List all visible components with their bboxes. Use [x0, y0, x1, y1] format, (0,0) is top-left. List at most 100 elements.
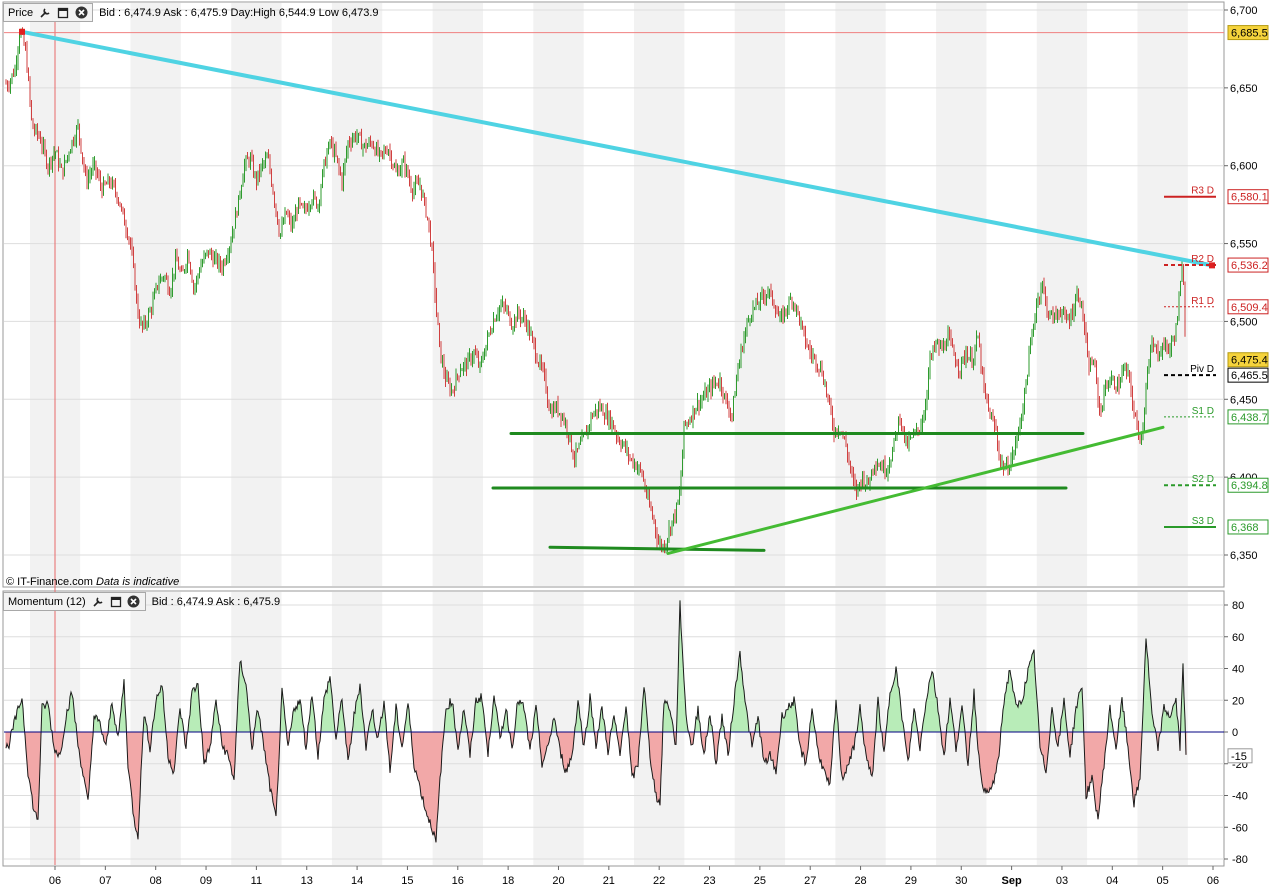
x-tick-label: 11 — [251, 875, 262, 887]
momentum-tick-label: 20 — [1232, 695, 1244, 707]
window-icon[interactable] — [109, 595, 123, 609]
high-level-value-box — [1227, 25, 1269, 41]
day-band — [432, 3, 483, 586]
x-tick-label: 06 — [1207, 875, 1219, 887]
price-tick-label: 6,500 — [1230, 316, 1258, 328]
x-tick-label: 23 — [703, 875, 715, 887]
day-band — [331, 3, 383, 586]
pivot-value: 6,394.8 — [1231, 480, 1268, 492]
price-tick-label: 6,650 — [1230, 83, 1258, 95]
price-tick-label: 6,600 — [1230, 161, 1258, 173]
pivot-value: 6,580.1 — [1231, 192, 1268, 204]
momentum-tick-label: -80 — [1232, 854, 1248, 866]
price-tick-label: 6,700 — [1230, 5, 1258, 17]
x-tick-label: 04 — [1106, 875, 1118, 887]
x-tick-label: 18 — [502, 875, 514, 887]
data-credit: © IT-Finance.com Data is indicative — [6, 576, 179, 588]
credit-note: Data is indicative — [96, 576, 180, 588]
x-tick-label: 03 — [1056, 875, 1068, 887]
price-panel-title: Price — [8, 6, 34, 19]
price-candles — [5, 27, 1186, 554]
pivot-value-box — [1227, 409, 1269, 425]
x-tick-label: 09 — [200, 875, 212, 887]
momentum-last-value: -15 — [1231, 751, 1247, 763]
close-icon[interactable] — [127, 595, 141, 609]
last-price-value: 6,475.4 — [1231, 355, 1268, 367]
price-quote: Bid : 6,474.9 Ask : 6,475.9 Day:High 6,5… — [99, 6, 379, 19]
pivot-label: Piv D — [1190, 364, 1214, 375]
pivot-value: 6,438.7 — [1231, 412, 1268, 424]
x-tick-label: 06 — [49, 875, 61, 887]
day-band — [231, 3, 282, 586]
momentum-line — [5, 600, 1187, 843]
pivot-value-box — [1227, 519, 1269, 535]
x-tick-label: Sep — [1002, 875, 1022, 887]
pivot-label: S2 D — [1192, 474, 1214, 485]
pivot-value: 6,509.4 — [1231, 302, 1268, 314]
momentum-tick-label: -40 — [1232, 791, 1248, 803]
pivot-value-box — [1227, 257, 1269, 273]
x-tick-label: 21 — [603, 875, 615, 887]
credit-text: © IT-Finance.com — [6, 576, 93, 588]
x-tick-label: 30 — [955, 875, 967, 887]
momentum-tick-label: -60 — [1232, 822, 1248, 834]
x-tick-label: 27 — [804, 875, 816, 887]
uptrend-support — [666, 425, 1165, 555]
pivot-label: S3 D — [1192, 516, 1214, 527]
last-price-value-box — [1227, 352, 1269, 368]
x-tick-label: 16 — [452, 875, 464, 887]
day-band — [533, 3, 584, 586]
high-level-value: 6,685.5 — [1231, 28, 1268, 40]
pivot-value-box — [1227, 189, 1269, 205]
momentum-tick-label: 80 — [1232, 600, 1244, 612]
pivot-value: 6,465.5 — [1231, 370, 1268, 382]
x-tick-label: 28 — [854, 875, 866, 887]
momentum-tick-label: 40 — [1232, 664, 1244, 676]
x-tick-label: 15 — [401, 875, 413, 887]
price-panel-tab[interactable]: Price — [3, 3, 94, 22]
trendline-anchor — [19, 28, 25, 35]
x-tick-label: 29 — [905, 875, 917, 887]
close-icon[interactable] — [74, 6, 88, 20]
momentum-quote: Bid : 6,474.9 Ask : 6,475.9 — [151, 595, 281, 608]
x-tick-label: 22 — [653, 875, 665, 887]
wrench-icon[interactable] — [91, 595, 105, 609]
momentum-panel-header: Momentum (12) Bid : 6,474.9 Ask : 6,475.… — [3, 592, 280, 611]
wrench-icon[interactable] — [38, 6, 52, 20]
momentum-panel-tab[interactable]: Momentum (12) — [3, 592, 146, 611]
day-band — [734, 3, 786, 586]
momentum-panel-title: Momentum (12) — [8, 595, 86, 608]
pivot-value: 6,368 — [1231, 522, 1259, 534]
x-tick-label: 05 — [1157, 875, 1169, 887]
momentum-tick-label: 0 — [1232, 727, 1238, 739]
window-icon[interactable] — [56, 6, 70, 20]
support-lower — [548, 545, 766, 552]
momentum-tick-label: 60 — [1232, 632, 1244, 644]
x-tick-label: 14 — [351, 875, 363, 887]
x-tick-label: 13 — [301, 875, 313, 887]
x-tick-label: 20 — [552, 875, 564, 887]
pivot-label: R2 D — [1191, 254, 1214, 265]
price-tick-label: 6,450 — [1230, 394, 1258, 406]
price-tick-label: 6,550 — [1230, 239, 1258, 251]
day-band — [936, 3, 987, 586]
pivot-label: R1 D — [1191, 296, 1214, 307]
pivot-value: 6,536.2 — [1231, 260, 1268, 272]
pivot-value-box — [1227, 367, 1269, 383]
x-tick-label: 07 — [99, 875, 111, 887]
day-band — [1036, 3, 1088, 586]
momentum-last-box — [1227, 748, 1253, 764]
x-tick-label: 25 — [754, 875, 766, 887]
pivot-label: R3 D — [1191, 186, 1214, 197]
momentum-series — [5, 600, 1187, 843]
pivot-value-box — [1227, 299, 1269, 315]
pivot-label: S1 D — [1192, 406, 1214, 417]
price-tick-label: 6,350 — [1230, 550, 1258, 562]
downtrend-resistance — [20, 29, 1214, 268]
price-panel-header: Price Bid : 6,474.9 Ask : 6,475.9 Day:Hi… — [3, 3, 379, 22]
trendline-anchor — [1209, 262, 1215, 269]
x-tick-label: 08 — [150, 875, 162, 887]
day-band — [634, 3, 685, 586]
pivot-value-box — [1227, 477, 1269, 493]
